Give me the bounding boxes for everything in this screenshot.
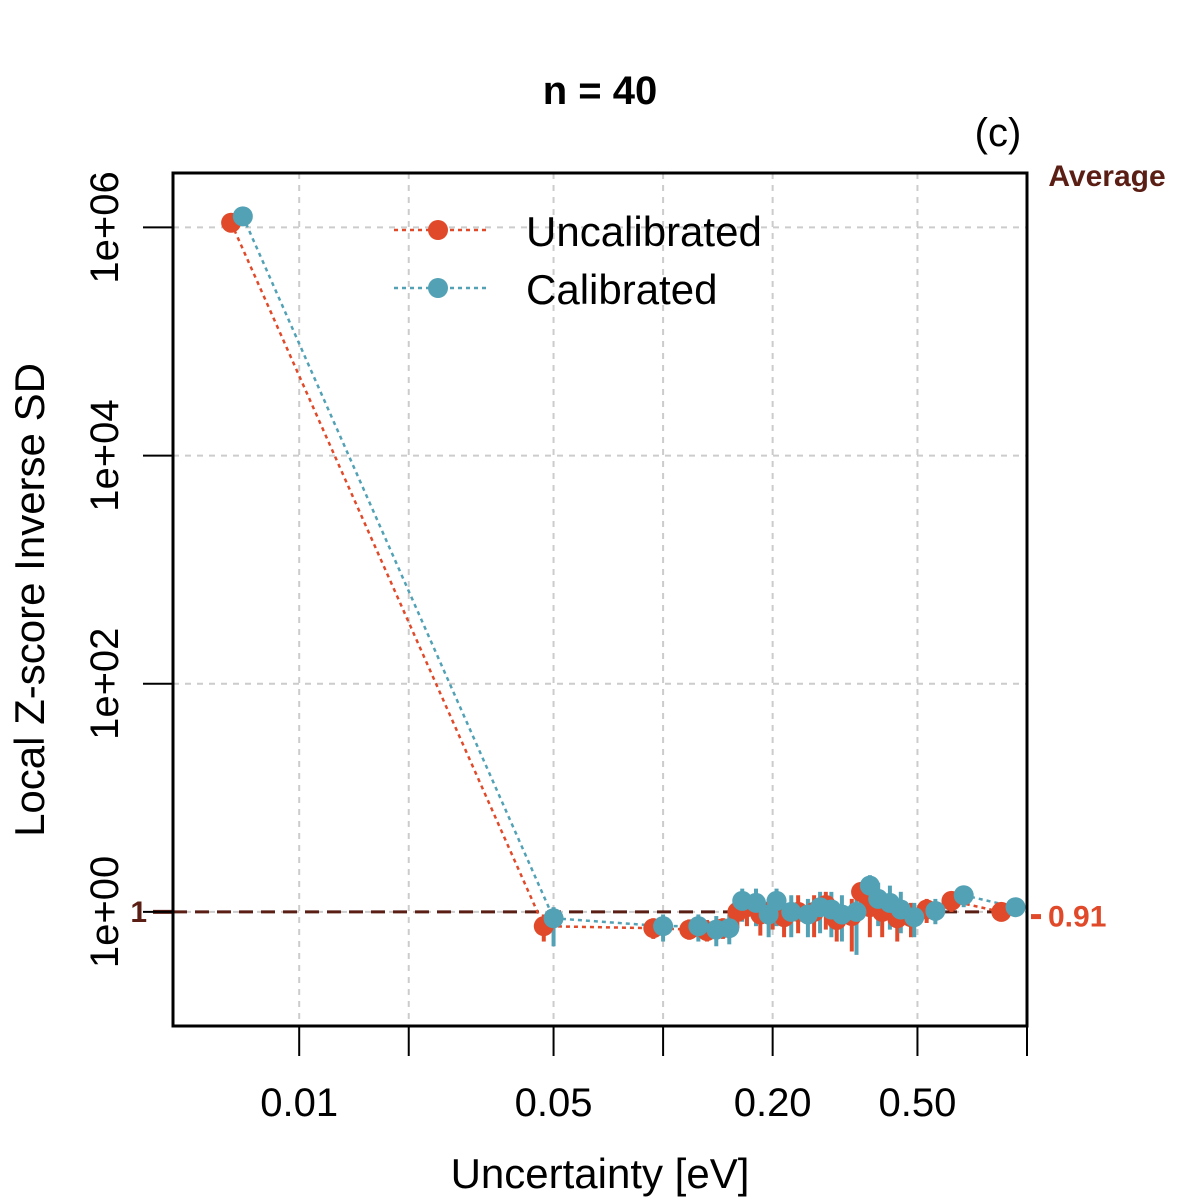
- data-point-calibrated: [953, 885, 974, 906]
- x-tick-label: 0.05: [515, 1081, 593, 1125]
- data-point-calibrated: [688, 916, 709, 937]
- error-bars: [229, 209, 1018, 955]
- y-axis-label: Local Z-score Inverse SD: [6, 363, 53, 837]
- x-axis: 0.01 0.05 0.20 0.50: [260, 1026, 1028, 1125]
- legend-marker-calibrated: [428, 278, 448, 298]
- x-tick-label: 0.20: [734, 1081, 812, 1125]
- data-point-calibrated: [232, 206, 253, 227]
- average-value-label: 0.91: [1048, 901, 1106, 934]
- data-points: [221, 206, 1026, 942]
- data-point-calibrated: [745, 892, 766, 913]
- data-point-calibrated: [766, 890, 787, 911]
- y-tick-label: 1e+00: [83, 856, 127, 968]
- panel-label: (c): [975, 111, 1022, 155]
- y-tick-label: 1e+02: [83, 628, 127, 740]
- data-point-calibrated: [653, 916, 674, 937]
- reference-label: 1: [130, 896, 147, 929]
- data-point-calibrated: [925, 900, 946, 921]
- data-point-calibrated: [1005, 897, 1026, 918]
- x-tick-label: 0.50: [879, 1081, 957, 1125]
- y-tick-label: 1e+06: [83, 171, 127, 283]
- y-axis: 1e+00 1e+02 1e+04 1e+06: [83, 171, 173, 968]
- average-header: Average: [1048, 160, 1165, 193]
- x-axis-label: Uncertainty [eV]: [451, 1150, 750, 1197]
- series-line-uncalibrated: [229, 222, 1002, 933]
- legend-label-calibrated: Calibrated: [526, 266, 717, 313]
- data-point-calibrated: [719, 918, 740, 939]
- y-tick-label: 1e+04: [83, 399, 127, 511]
- data-point-calibrated: [846, 901, 867, 922]
- legend-marker-uncalibrated: [428, 220, 448, 240]
- plot-frame: [171, 171, 1029, 1028]
- legend: Uncalibrated Calibrated: [394, 208, 762, 313]
- series-lines: [229, 215, 1016, 933]
- x-tick-label: 0.01: [260, 1081, 338, 1125]
- chart-title: n = 40: [543, 69, 658, 113]
- data-point-calibrated: [781, 901, 802, 922]
- data-point-calibrated: [543, 908, 564, 929]
- series-line-calibrated: [241, 215, 1016, 931]
- data-point-calibrated: [904, 907, 925, 928]
- legend-label-uncalibrated: Uncalibrated: [526, 208, 762, 255]
